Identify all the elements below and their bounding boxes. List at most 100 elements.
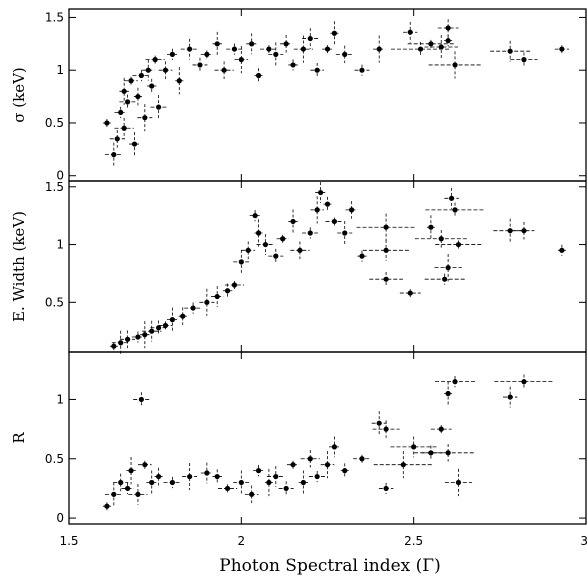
data-point <box>445 25 451 31</box>
data-point <box>255 230 262 236</box>
y-tick-label: 1 <box>56 238 64 252</box>
data-point <box>400 462 406 468</box>
data-point <box>521 228 527 234</box>
data-point <box>297 247 303 253</box>
data-point <box>383 224 389 230</box>
y-axis-label: σ (keV) <box>10 67 28 123</box>
data-point <box>214 473 220 480</box>
data-point <box>118 479 124 486</box>
data-point <box>314 473 320 480</box>
data-point <box>521 379 527 385</box>
data-point <box>238 259 244 265</box>
x-axis-label: Photon Spectral index (Γ) <box>219 556 440 576</box>
data-point <box>273 51 279 57</box>
panel-sigma: 0 0.5 1 1.5 σ (keV) <box>10 8 587 183</box>
data-point <box>224 485 231 492</box>
data-point <box>331 218 337 225</box>
data-point <box>507 394 513 400</box>
data-point <box>121 88 127 94</box>
data-point <box>162 322 169 329</box>
y-tick-label: 1 <box>56 392 64 406</box>
data-point <box>111 491 117 497</box>
data-point <box>135 93 141 100</box>
data-point <box>428 41 434 47</box>
data-point <box>149 83 155 89</box>
data-point <box>307 230 313 236</box>
data-point <box>118 109 124 116</box>
data-point <box>290 462 296 468</box>
y-tick-label: 1 <box>56 63 64 77</box>
data-point <box>262 241 269 248</box>
data-point <box>314 67 320 73</box>
data-point <box>438 44 444 50</box>
data-point <box>149 328 155 334</box>
data-point <box>249 491 255 497</box>
data-point <box>445 38 451 44</box>
data-point <box>428 224 434 230</box>
data-point <box>214 41 220 47</box>
y-tick-label: 0.5 <box>45 116 64 130</box>
data-point <box>124 99 131 105</box>
data-point <box>118 340 124 346</box>
y-tick-label: 1.5 <box>45 180 64 194</box>
x-tick-label: 2.5 <box>404 534 423 548</box>
data-point <box>407 290 413 296</box>
data-point <box>314 207 320 213</box>
y-tick-label: 0.5 <box>45 452 64 466</box>
data-point <box>231 282 238 288</box>
data-point <box>452 379 458 385</box>
data-point <box>231 46 238 52</box>
data-point <box>152 57 158 63</box>
data-point <box>290 62 296 68</box>
panel-frame <box>68 351 587 525</box>
data-point <box>204 470 210 476</box>
data-point <box>507 228 513 234</box>
data-point <box>104 503 110 509</box>
y-tick-label: 0 <box>56 511 64 525</box>
data-point <box>111 152 117 158</box>
data-point <box>190 305 196 311</box>
data-point <box>111 343 117 349</box>
y-tick-label: 0 <box>56 169 64 183</box>
data-point <box>324 462 331 468</box>
data-point <box>135 334 141 340</box>
panel-frame <box>68 8 587 182</box>
data-point <box>300 479 306 486</box>
data-point <box>142 115 148 121</box>
data-point <box>214 293 220 300</box>
data-point <box>359 253 365 259</box>
data-point <box>273 253 279 259</box>
data-point <box>187 46 193 52</box>
data-point <box>273 473 279 480</box>
panel-R: 0 0.5 1 R <box>10 351 587 525</box>
data-point <box>114 136 120 142</box>
data-point <box>135 491 141 497</box>
data-point <box>255 72 262 79</box>
data-point <box>331 444 337 450</box>
data-point <box>169 317 175 323</box>
y-tick-label: 1.5 <box>45 10 64 24</box>
x-tick-labels: 1.5 2 2.5 3 <box>59 534 587 548</box>
data-point <box>445 390 451 397</box>
data-point <box>176 78 182 84</box>
data-point <box>249 41 255 47</box>
data-point <box>156 325 162 331</box>
data-point <box>124 485 131 492</box>
data-point <box>245 247 251 253</box>
data-point <box>131 141 138 147</box>
data-point <box>376 46 382 52</box>
data-point <box>180 313 186 319</box>
data-point <box>266 46 272 52</box>
data-point <box>138 72 144 79</box>
data-point <box>445 450 451 456</box>
data-point <box>455 479 462 486</box>
data-point <box>156 473 162 480</box>
data-point <box>376 420 382 426</box>
data-point <box>224 288 231 294</box>
data-point <box>221 67 227 73</box>
data-point <box>407 29 413 35</box>
data-point <box>324 201 331 207</box>
data-point <box>204 299 210 305</box>
data-point <box>442 276 448 282</box>
